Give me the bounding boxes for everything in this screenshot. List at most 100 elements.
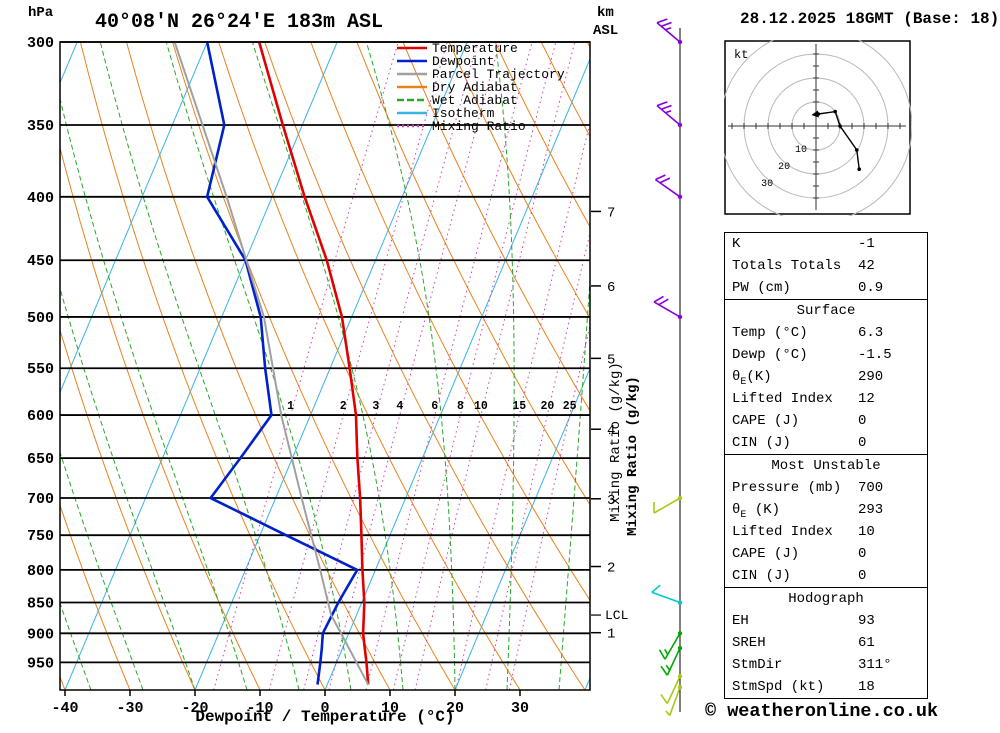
temperature-axis: -40 -30 -20 -10 0 10 20 30 bbox=[51, 690, 529, 717]
table-row: Dewp (°C) -1.5 bbox=[725, 344, 927, 366]
isotherm-lines-layer bbox=[60, 42, 590, 690]
parcel-trajectory-curve bbox=[173, 42, 370, 686]
mixing-ratio-line-6 bbox=[365, 42, 533, 690]
hodograph-arrowhead bbox=[811, 110, 819, 118]
legend-label-dewpoint: Dewpoint bbox=[432, 54, 494, 69]
legend-label-parcel-trajectory: Parcel Trajectory bbox=[432, 67, 565, 82]
wet-adiabat-line bbox=[99, 42, 300, 690]
mixing-ratio-value-labels: 1 2 3 4 6 8 10 15 20 25 bbox=[287, 400, 576, 413]
wind-barb-feather bbox=[660, 104, 672, 110]
wind-barb-300hpa bbox=[656, 18, 683, 45]
stat-value: 6.3 bbox=[858, 325, 884, 341]
wind-barb-975hpa bbox=[660, 674, 683, 705]
stat-value: 10 bbox=[858, 524, 875, 540]
table-row: CAPE (J) 0 bbox=[725, 543, 927, 565]
pressure-tick-label: 850 bbox=[27, 596, 54, 613]
mixing-ratio-value-label: 3 bbox=[372, 400, 379, 413]
stat-label: CAPE (J) bbox=[732, 413, 800, 429]
table-section-top: K -1 Totals Totals 42 PW (cm) 0.9 bbox=[725, 233, 927, 299]
km-tick-label: 3 bbox=[607, 493, 615, 509]
isotherm-line bbox=[194, 42, 468, 690]
stat-value: -1.5 bbox=[858, 347, 892, 363]
pressure-gridlines-layer: 300 350 400 450 500 550 600 650 700 750 800 850 900 9… bbox=[27, 35, 590, 672]
table-row: CIN (J) 0 bbox=[725, 432, 927, 454]
table-row: CIN (J) 0 bbox=[725, 565, 927, 587]
dry-adiabat-line bbox=[60, 503, 131, 690]
wet-adiabat-line bbox=[251, 42, 404, 690]
km-tick-label: 2 bbox=[607, 561, 615, 577]
table-row: PW (cm) 0.9 bbox=[725, 277, 927, 299]
sounding-curves-layer bbox=[173, 42, 370, 686]
temp-tick-label: -10 bbox=[246, 700, 273, 717]
stat-label: CAPE (J) bbox=[732, 546, 800, 562]
hodograph-frame bbox=[724, 40, 911, 215]
stat-value: 0 bbox=[858, 568, 867, 584]
dry-adiabat-line bbox=[264, 42, 586, 690]
legend-label-dry-adiabat: Dry Adiabat bbox=[432, 80, 518, 95]
wind-barb-feather bbox=[651, 584, 661, 593]
mixing-ratio-line-10 bbox=[414, 42, 576, 690]
mixing-ratio-line-25 bbox=[508, 323, 590, 690]
wind-barb-staff bbox=[653, 497, 681, 514]
dry-adiabat-line bbox=[356, 42, 590, 506]
stat-value: 12 bbox=[858, 391, 875, 407]
temp-tick-label: 30 bbox=[511, 700, 529, 717]
table-row: Lifted Index 10 bbox=[725, 521, 927, 543]
wind-barb-feather bbox=[653, 295, 664, 303]
stat-label: Totals Totals bbox=[732, 258, 842, 274]
mixing-ratio-line-1 bbox=[213, 42, 399, 690]
table-row: θE(K) 290 bbox=[725, 366, 927, 388]
table-row: K -1 bbox=[725, 233, 927, 255]
pressure-tick-label: 950 bbox=[27, 655, 54, 672]
table-row: Totals Totals 42 bbox=[725, 255, 927, 277]
wind-barb-500hpa bbox=[653, 295, 683, 320]
temp-tick-label: -40 bbox=[51, 700, 78, 717]
mixing-ratio-value-label: 8 bbox=[457, 400, 464, 413]
stat-label: StmDir bbox=[732, 657, 783, 673]
station-title: 40°08'N 26°24'E 183m ASL bbox=[95, 11, 383, 34]
wet-adiabat-line bbox=[60, 96, 248, 690]
wind-barb-feather bbox=[656, 101, 668, 107]
stat-value: 293 bbox=[858, 502, 884, 518]
pressure-tick-label: 400 bbox=[27, 190, 54, 207]
temperature-curve bbox=[257, 42, 370, 685]
mixing-ratio-value-label: 25 bbox=[563, 400, 577, 413]
wind-barb-350hpa bbox=[656, 101, 683, 128]
wind-barb-staff bbox=[651, 591, 681, 604]
stat-value: 0 bbox=[858, 546, 867, 562]
stat-label: Dewp (°C) bbox=[732, 347, 808, 363]
wind-barb-staff bbox=[656, 22, 681, 43]
pressure-tick-label: 900 bbox=[27, 626, 54, 643]
hodograph-trace-layer bbox=[811, 109, 861, 171]
km-tick-label: 7 bbox=[607, 205, 615, 221]
run-datetime-title: 28.12.2025 18GMT (Base: 18) bbox=[740, 10, 1000, 28]
dry-adiabat-line bbox=[60, 145, 261, 690]
wind-barb-995hpa bbox=[665, 685, 683, 717]
temp-tick-label: 0 bbox=[320, 700, 329, 717]
km-tick-label: 5 bbox=[607, 352, 615, 368]
pressure-tick-label: 800 bbox=[27, 563, 54, 580]
stat-label: Temp (°C) bbox=[732, 325, 808, 341]
table-row: Lifted Index 12 bbox=[725, 388, 927, 410]
isotherm-line bbox=[64, 42, 338, 690]
table-section-most-unstable: Most Unstable Pressure (mb) 700 θE (K) 293 Li… bbox=[725, 454, 927, 587]
pressure-tick-label: 700 bbox=[27, 491, 54, 508]
stat-label: CIN (J) bbox=[732, 435, 791, 451]
wind-barb-half-feather bbox=[665, 710, 671, 717]
stat-label: Lifted Index bbox=[732, 524, 833, 540]
stat-label: PW (cm) bbox=[732, 280, 791, 296]
altitude-axis-unit-km: km bbox=[597, 5, 614, 21]
stat-value: 0 bbox=[858, 435, 867, 451]
dry-adiabat-line bbox=[448, 42, 590, 320]
stat-label: θE(K) bbox=[732, 369, 772, 388]
stat-label: SREH bbox=[732, 635, 766, 651]
hodograph-trace-point bbox=[838, 124, 842, 128]
table-section-surface: Surface Temp (°C) 6.3 Dewp (°C) -1.5 θE(K) 290… bbox=[725, 299, 927, 454]
pressure-tick-label: 750 bbox=[27, 528, 54, 545]
wind-barb-half-feather bbox=[664, 648, 669, 655]
wind-barb-feather bbox=[656, 18, 668, 24]
stat-value: 61 bbox=[858, 635, 875, 651]
wind-barb-feather bbox=[660, 21, 672, 28]
